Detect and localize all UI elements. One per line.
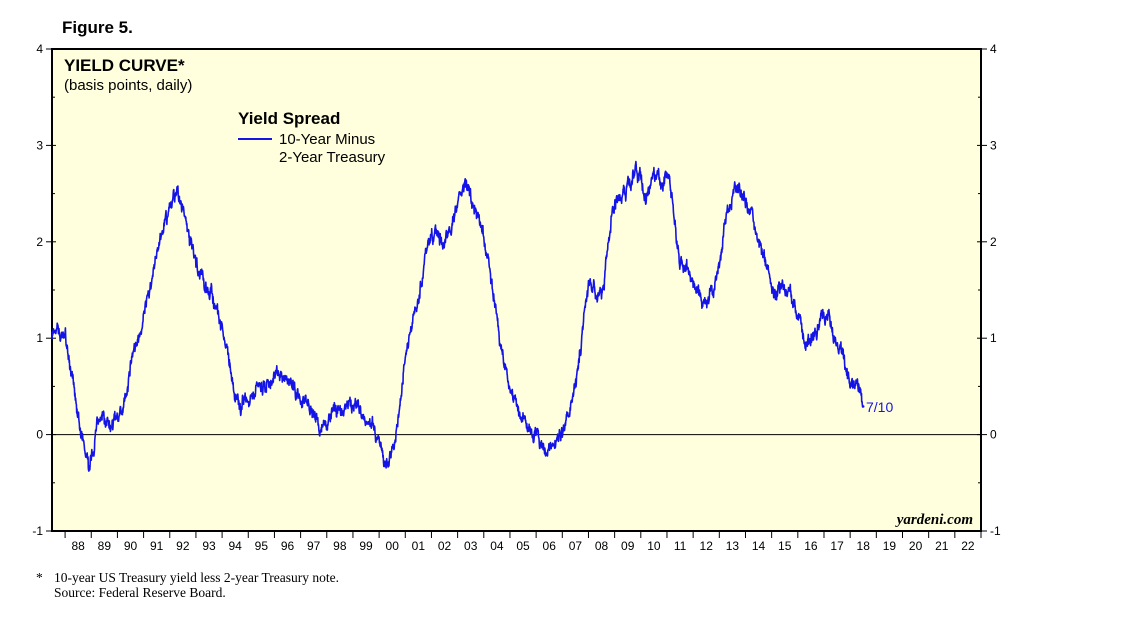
y-tick-label-right: 0 [990,428,997,442]
x-tick-label: 94 [229,539,243,553]
y-tick-label-right: 4 [990,42,997,56]
x-tick-label: 06 [543,539,557,553]
y-tick-label-right: 2 [990,235,997,249]
x-tick-label: 91 [150,539,164,553]
y-tick-label-left: 0 [36,428,43,442]
x-tick-label: 12 [700,539,714,553]
y-tick-label-left: 1 [36,331,43,345]
x-tick-label: 97 [307,539,321,553]
x-tick-label: 98 [333,539,347,553]
footnote-line-1: 10-year US Treasury yield less 2-year Tr… [54,570,339,585]
x-tick-label: 89 [98,539,112,553]
figure-label: Figure 5. [62,18,133,37]
y-tick-label-right: -1 [990,524,1001,538]
x-tick-label: 00 [386,539,400,553]
x-tick-label: 09 [621,539,635,553]
x-tick-label: 96 [281,539,295,553]
y-tick-label-left: 4 [36,42,43,56]
footnote-marker: * [36,570,43,585]
legend-title: Yield Spread [238,109,340,128]
x-tick-label: 05 [516,539,530,553]
x-tick-label: 07 [569,539,583,553]
x-tick-label: 22 [961,539,975,553]
x-tick-label: 16 [804,539,818,553]
x-tick-label: 14 [752,539,766,553]
yield-spread-line [51,160,865,472]
x-tick-label: 20 [909,539,923,553]
x-tick-label: 08 [595,539,609,553]
x-tick-label: 21 [935,539,949,553]
chart-subtitle: (basis points, daily) [64,77,192,94]
x-tick-label: 15 [778,539,792,553]
y-tick-label-left: 2 [36,235,43,249]
x-tick-label: 13 [726,539,740,553]
y-tick-label-left: -1 [32,524,43,538]
x-tick-label: 92 [176,539,190,553]
x-tick-label: 19 [883,539,897,553]
footnote: * 10-year US Treasury yield less 2-year T… [36,570,339,600]
legend-entry-1: 10-Year Minus [279,131,375,148]
x-tick-label: 01 [412,539,426,553]
y-tick-label-right: 3 [990,138,997,152]
x-tick-label: 95 [255,539,269,553]
footnote-line-2: Source: Federal Reserve Board. [54,585,226,600]
end-date-label: 7/10 [866,399,893,415]
x-tick-label: 03 [464,539,478,553]
x-tick-label: 18 [857,539,871,553]
x-tick-label: 99 [359,539,373,553]
x-tick-label: 04 [490,539,504,553]
x-tick-label: 90 [124,539,138,553]
chart-title: YIELD CURVE* [64,56,185,75]
y-tick-label-left: 3 [36,138,43,152]
legend-entry-2: 2-Year Treasury [279,149,386,166]
y-tick-label-right: 1 [990,331,997,345]
x-tick-label: 10 [647,539,661,553]
y-axis: -1 -1 0 0 1 1 2 2 3 3 4 4 [32,42,1001,538]
x-tick-label: 11 [674,539,687,553]
x-axis: 88 89 90 91 92 93 94 95 96 97 98 99 00 01 02 03 04 05 06 07… [64,531,982,553]
x-tick-label: 88 [71,539,85,553]
x-tick-label: 02 [438,539,452,553]
watermark: yardeni.com [895,512,973,528]
x-tick-label: 93 [202,539,216,553]
x-tick-label: 17 [830,539,844,553]
plot-area [51,48,982,532]
